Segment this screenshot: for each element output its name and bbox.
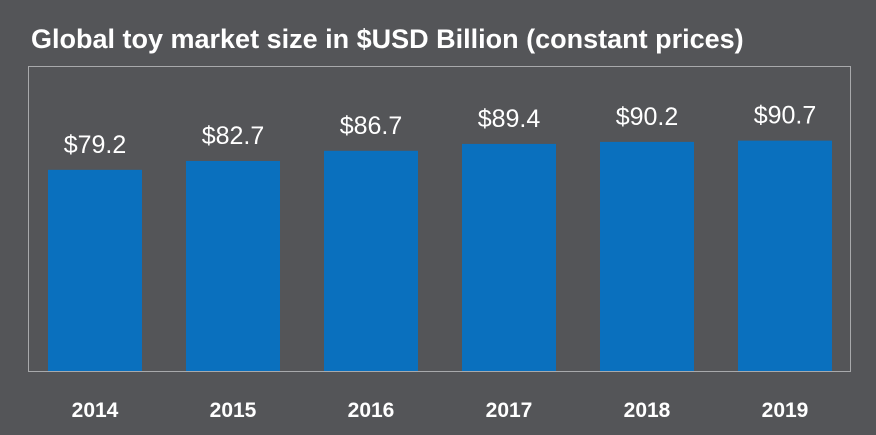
x-tick-label-2018: 2018 (624, 399, 671, 422)
bar-2015 (186, 160, 280, 371)
x-tick-label-2019: 2019 (762, 399, 809, 422)
data-label-2015: $82.7 (202, 122, 265, 150)
bar-2018 (600, 141, 694, 371)
data-label-2014: $79.2 (64, 131, 127, 159)
bar-2017 (462, 143, 556, 371)
plot-frame (28, 66, 851, 372)
bar-2016 (324, 150, 418, 371)
bar-2019 (738, 140, 832, 371)
x-tick-label-2014: 2014 (72, 399, 119, 422)
chart-title: Global toy market size in $USD Billion (… (31, 24, 744, 54)
bar-2014 (48, 169, 142, 371)
x-tick-label-2015: 2015 (210, 399, 257, 422)
x-tick-label-2016: 2016 (348, 399, 395, 422)
data-label-2019: $90.7 (754, 102, 817, 130)
data-label-2016: $86.7 (340, 112, 403, 140)
data-label-2018: $90.2 (616, 103, 679, 131)
data-label-2017: $89.4 (478, 105, 541, 133)
x-tick-label-2017: 2017 (486, 399, 533, 422)
